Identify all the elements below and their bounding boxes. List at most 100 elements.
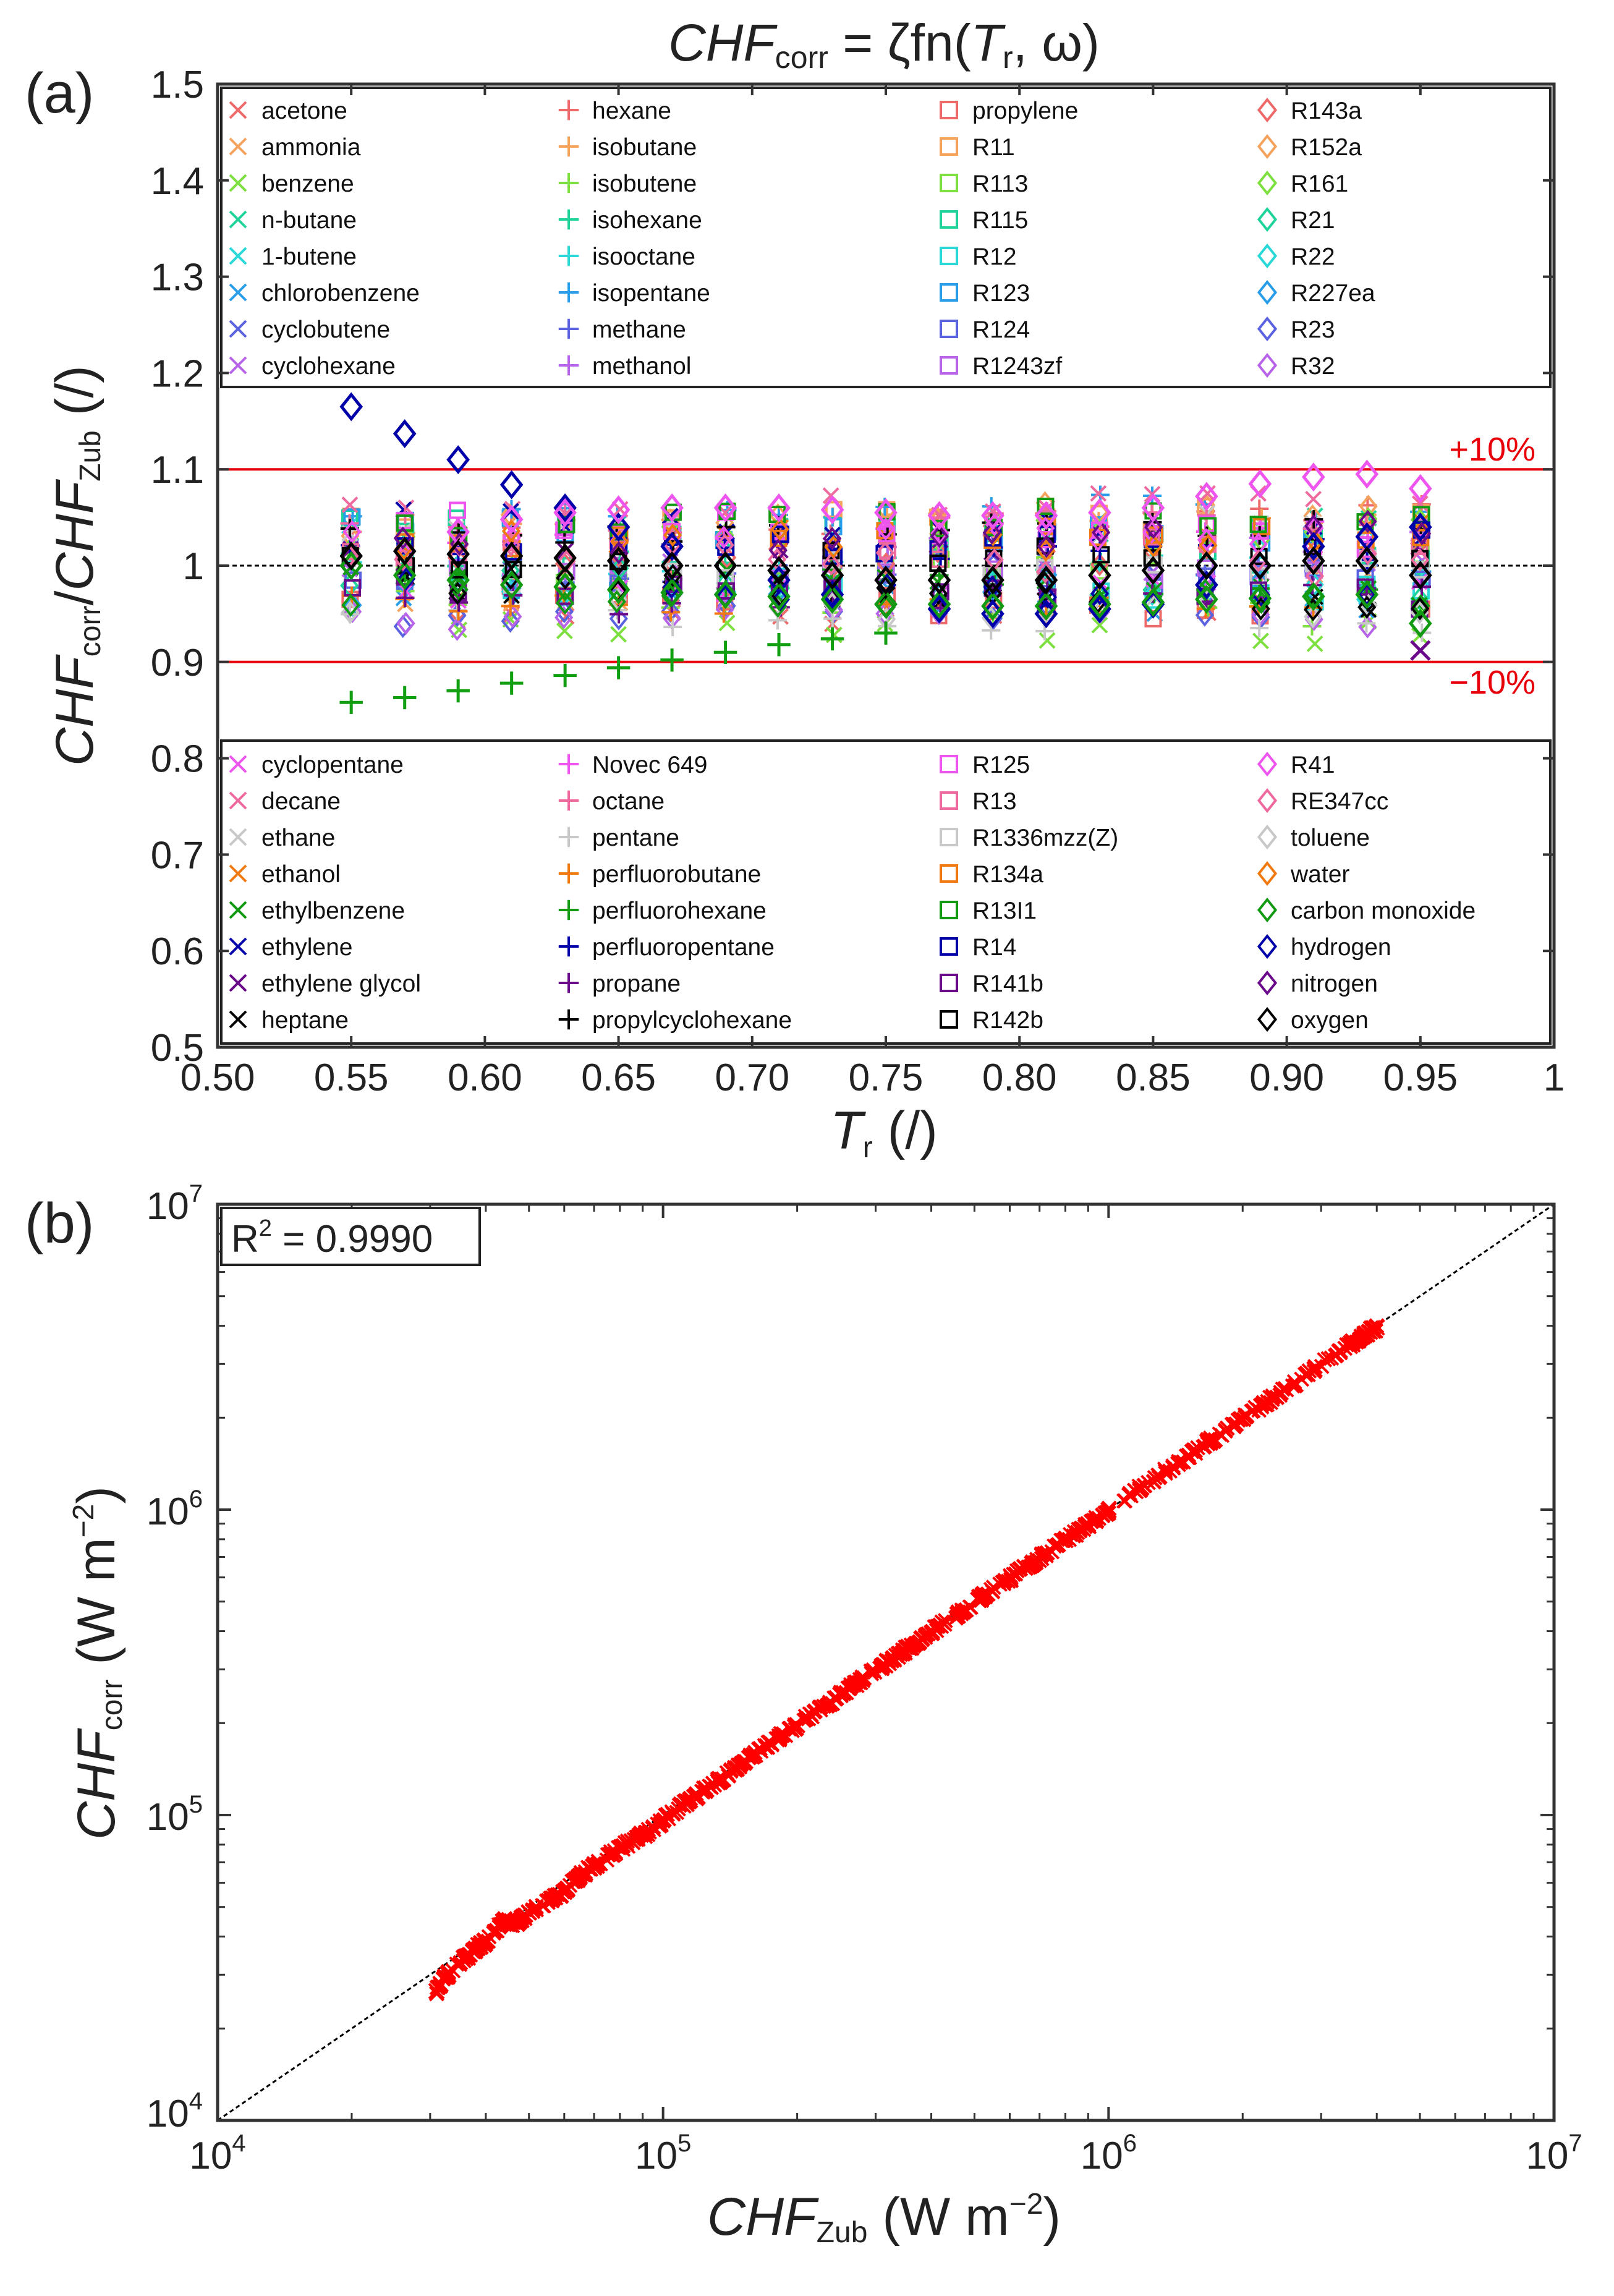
legend-marker xyxy=(229,101,247,119)
legend-marker xyxy=(558,972,579,993)
point-oxygen-shape xyxy=(606,546,631,576)
legend-marker-shape xyxy=(1257,1006,1278,1032)
point-R41-shape xyxy=(1195,482,1218,511)
cloud-point-water xyxy=(770,517,789,542)
point-carbon-monoxide xyxy=(713,580,737,610)
cloud-point-r41-shape xyxy=(714,525,733,549)
data-point xyxy=(822,1697,838,1713)
point-carbon-monoxide xyxy=(1195,585,1218,614)
point-carbon-monoxide xyxy=(767,582,791,611)
data-point-stroke xyxy=(1066,1524,1082,1540)
legend-marker xyxy=(558,355,579,376)
point-oxygen xyxy=(393,537,417,566)
point-perfluorohexane xyxy=(393,686,417,710)
point-hydrogen-shape xyxy=(499,470,524,500)
y-tick-label: 0.9 xyxy=(151,642,204,684)
data-point xyxy=(1117,1493,1133,1509)
chart-a-data-cloud xyxy=(340,485,1432,652)
cloud-point-benzene-stroke xyxy=(1038,632,1056,649)
legend-entry: R143a xyxy=(1291,98,1362,124)
legend-entry: ethylene glycol xyxy=(261,971,421,997)
cloud-point-r13i1 xyxy=(1037,498,1055,516)
data-point-stroke xyxy=(836,1686,852,1702)
point-ethylene-glycol-stroke xyxy=(1410,640,1431,661)
legend-marker-shape xyxy=(940,320,958,338)
point-perfluorohexane xyxy=(660,648,684,672)
point-R41 xyxy=(927,501,951,530)
data-point-stroke xyxy=(653,1816,669,1832)
data-point xyxy=(992,1576,1008,1592)
data-point-stroke xyxy=(525,1903,541,1920)
x-tick-label: 0.60 xyxy=(448,1057,522,1099)
point-perfluorohexane xyxy=(339,691,363,714)
data-point-stroke xyxy=(1320,1351,1336,1367)
cloud-point-hydrogen-shape xyxy=(1038,585,1058,609)
data-point xyxy=(1171,1453,1187,1469)
point-oxygen xyxy=(1088,561,1111,590)
cloud-point-r142b xyxy=(1250,547,1268,565)
legend-marker xyxy=(940,356,958,375)
cloud-point-r32 xyxy=(343,600,362,624)
y-tick-label: 1 xyxy=(183,545,204,588)
data-point-stroke xyxy=(1337,1340,1353,1356)
legend-entry: R152a xyxy=(1291,134,1362,161)
data-point-stroke xyxy=(1237,1407,1253,1423)
data-point xyxy=(455,1949,471,1965)
legend-marker xyxy=(558,318,579,339)
cloud-point-r141b xyxy=(344,579,362,597)
legend-entry: carbon monoxide xyxy=(1291,898,1476,924)
legend-entry: hydrogen xyxy=(1291,934,1391,961)
data-point-stroke xyxy=(874,1660,890,1677)
point-oxygen-shape xyxy=(1034,565,1058,595)
legend-marker xyxy=(940,101,958,119)
data-point-stroke xyxy=(1008,1566,1024,1582)
point-carbon-monoxide xyxy=(1355,580,1379,610)
legend-marker xyxy=(1257,751,1278,777)
data-point-stroke xyxy=(1285,1378,1301,1394)
point-R41-shape xyxy=(1034,501,1058,530)
legend-entry: R41 xyxy=(1291,752,1335,778)
cloud-point-benzene xyxy=(556,623,573,639)
data-point-stroke xyxy=(690,1789,706,1805)
cloud-point-hydrogen xyxy=(1090,582,1110,606)
cloud-point-r14-shape xyxy=(771,525,789,543)
data-point-stroke xyxy=(467,1944,483,1960)
data-point xyxy=(581,1861,597,1877)
legend-marker-shape xyxy=(1257,206,1278,232)
point-oxygen-shape xyxy=(927,565,951,595)
cloud-point-nitrogen xyxy=(1092,521,1111,545)
legend-marker xyxy=(229,937,247,956)
legend-marker xyxy=(940,974,958,992)
cloud-point-benzene-stroke xyxy=(556,623,573,639)
cloud-point-r227ea xyxy=(1249,569,1268,593)
cloud-point-r134a xyxy=(1253,517,1271,535)
data-point-stroke xyxy=(719,1765,735,1781)
data-point xyxy=(1273,1385,1289,1401)
data-point xyxy=(1066,1528,1081,1544)
cloud-point-r143a xyxy=(928,540,948,564)
legend-entry: R13 xyxy=(972,788,1017,815)
point-R41-shape xyxy=(1248,469,1272,499)
point-hydrogen xyxy=(820,580,844,610)
data-point-stroke xyxy=(1171,1453,1187,1469)
point-oxygen-shape xyxy=(499,541,524,571)
cloud-point-re347cc-shape xyxy=(1035,560,1055,584)
cloud-point-nitrogen-shape xyxy=(1144,516,1163,539)
point-carbon-monoxide xyxy=(446,565,470,595)
data-point-stroke xyxy=(928,1623,945,1639)
cloud-point-re347cc xyxy=(875,541,894,565)
cloud-point-r134a xyxy=(770,529,788,547)
legend-marker xyxy=(1257,1006,1278,1032)
legend-marker xyxy=(940,174,958,192)
cloud-point-r134a-shape xyxy=(1253,517,1271,535)
legend-marker-shape xyxy=(1257,861,1278,887)
data-point-stroke xyxy=(1219,1420,1235,1436)
legend-marker xyxy=(940,864,958,883)
point-carbon-monoxide-shape xyxy=(660,578,684,608)
data-point xyxy=(1264,1392,1280,1408)
point-carbon-monoxide xyxy=(1408,608,1432,638)
data-point-stroke xyxy=(1077,1518,1094,1534)
cloud-point-r142b-shape xyxy=(397,557,415,575)
data-point xyxy=(773,1728,789,1744)
point-hydrogen xyxy=(339,392,363,422)
